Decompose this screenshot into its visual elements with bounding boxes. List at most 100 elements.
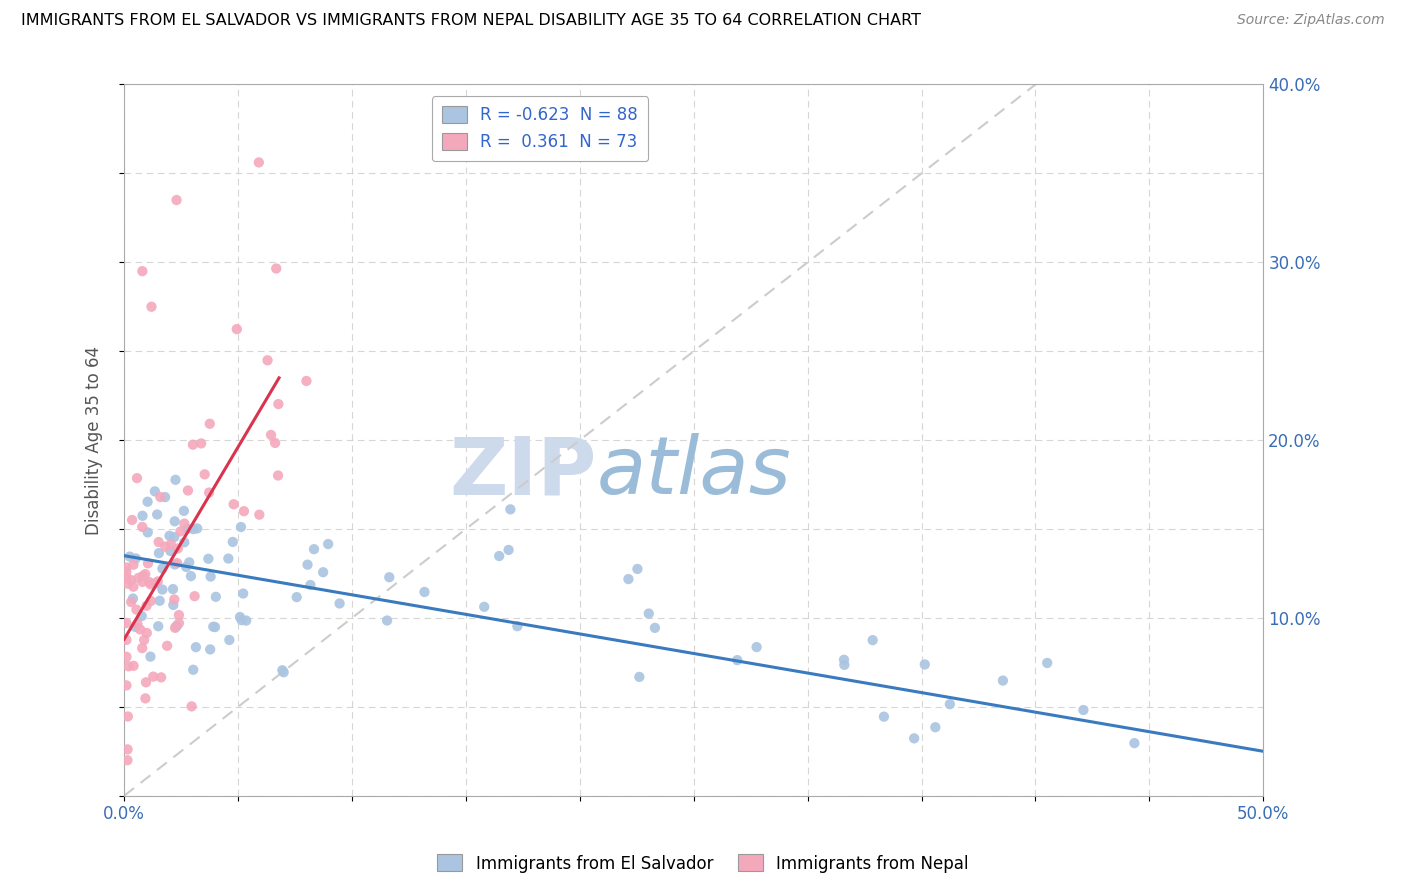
Point (115, 616, 138, 631)
Point (145, 576, 167, 591)
Point (117, 753, 139, 767)
Point (297, 558, 319, 572)
Point (150, 670, 173, 684)
Point (247, 508, 270, 522)
Point (149, 593, 172, 607)
Point (134, 632, 156, 647)
Point (180, 699, 202, 714)
Point (256, 353, 278, 368)
Point (198, 642, 221, 657)
Point (267, 397, 290, 411)
Point (873, 709, 896, 723)
Point (136, 525, 159, 540)
Point (117, 742, 139, 756)
Point (180, 569, 202, 583)
Point (205, 590, 228, 604)
Text: atlas: atlas (598, 434, 792, 511)
Point (222, 497, 245, 511)
Point (115, 571, 138, 585)
Point (142, 670, 165, 684)
Point (169, 524, 191, 539)
Point (299, 578, 322, 592)
Point (235, 614, 257, 628)
Point (181, 663, 204, 677)
Point (626, 562, 648, 576)
Point (122, 658, 145, 673)
Point (302, 542, 325, 557)
Point (122, 591, 145, 606)
Point (375, 614, 398, 628)
Point (115, 560, 138, 574)
Point (260, 428, 283, 442)
Point (197, 551, 219, 566)
Point (167, 616, 190, 631)
Point (862, 633, 884, 648)
Point (225, 322, 247, 336)
Point (617, 572, 640, 586)
Point (202, 620, 225, 634)
Point (247, 155, 270, 169)
Point (991, 673, 1014, 688)
Text: ZIP: ZIP (450, 434, 598, 511)
Point (204, 620, 226, 634)
Point (131, 609, 153, 624)
Point (122, 558, 145, 572)
Point (148, 619, 170, 633)
Point (120, 573, 142, 587)
Point (163, 514, 186, 528)
Point (271, 663, 294, 677)
Point (135, 675, 157, 690)
Point (506, 619, 529, 633)
Point (162, 598, 184, 612)
Point (159, 537, 181, 551)
Point (150, 582, 173, 597)
Point (316, 537, 339, 551)
Point (329, 597, 352, 611)
Point (149, 490, 172, 504)
Point (117, 576, 139, 591)
Point (163, 592, 186, 607)
Point (139, 649, 162, 664)
Point (181, 522, 204, 536)
Point (177, 483, 200, 498)
Point (176, 522, 198, 536)
Point (378, 570, 401, 584)
Point (628, 670, 651, 684)
Point (163, 558, 186, 572)
Point (148, 535, 170, 549)
Point (163, 530, 186, 544)
Point (184, 640, 207, 655)
Point (136, 494, 159, 508)
Point (267, 468, 290, 483)
Point (127, 571, 149, 585)
Point (115, 565, 138, 579)
Point (498, 543, 520, 558)
Point (745, 640, 768, 654)
Text: IMMIGRANTS FROM EL SALVADOR VS IMMIGRANTS FROM NEPAL DISABILITY AGE 35 TO 64 COR: IMMIGRANTS FROM EL SALVADOR VS IMMIGRANT… (21, 13, 921, 29)
Point (1036, 656, 1059, 670)
Point (173, 504, 195, 518)
Point (914, 657, 936, 672)
Point (499, 502, 522, 516)
Point (167, 608, 190, 623)
Point (218, 632, 240, 647)
Point (183, 589, 205, 603)
Point (162, 582, 184, 596)
Point (832, 653, 855, 667)
Point (181, 438, 204, 452)
Point (264, 261, 287, 276)
Point (125, 551, 148, 566)
Point (222, 535, 245, 549)
Y-axis label: Disability Age 35 to 64: Disability Age 35 to 64 (86, 345, 103, 534)
Point (488, 549, 510, 563)
Point (138, 575, 160, 590)
Point (198, 485, 221, 500)
Point (173, 516, 195, 531)
Point (285, 590, 308, 604)
Point (472, 599, 495, 614)
Point (134, 567, 156, 582)
Point (124, 620, 146, 634)
Point (903, 731, 925, 746)
Point (132, 568, 155, 582)
Point (122, 580, 145, 594)
